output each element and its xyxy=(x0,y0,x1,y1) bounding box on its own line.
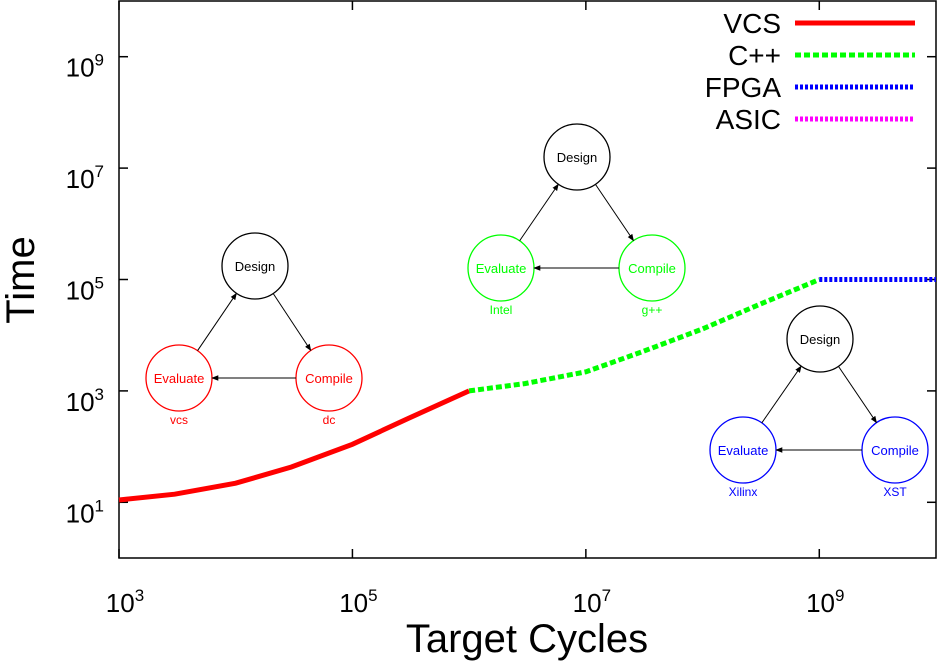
y-tick-label-base: 10 xyxy=(66,164,95,194)
y-tick-label-exponent: 3 xyxy=(95,385,104,404)
legend-label-vcs: VCS xyxy=(723,8,781,39)
evaluate-tool-label: Intel xyxy=(490,303,513,317)
y-tick-label: 103 xyxy=(66,385,104,417)
x-tick-label: 103 xyxy=(106,586,144,618)
y-tick-label: 101 xyxy=(66,496,104,528)
y-tick-label-exponent: 9 xyxy=(95,51,104,70)
arrow-evaluate-to-design xyxy=(197,292,237,351)
arrow-evaluate-to-design xyxy=(761,365,802,424)
evaluate-node-label: Evaluate xyxy=(718,443,769,458)
y-tick-label-base: 10 xyxy=(66,387,95,417)
compile-node-label: Compile xyxy=(305,371,353,386)
cycle-diagrams: Design Evaluate Compile vcs dc Design Evaluate… xyxy=(145,123,929,499)
y-tick-label-exponent: 7 xyxy=(95,162,104,181)
x-tick-label-base: 10 xyxy=(573,588,602,618)
x-tick-label-exponent: 5 xyxy=(368,586,377,605)
design-node xyxy=(221,232,289,300)
legend-label-fpga: FPGA xyxy=(705,72,782,103)
compile-tool-label: g++ xyxy=(642,303,663,317)
x-tick-label-exponent: 7 xyxy=(602,586,611,605)
x-tick-label: 107 xyxy=(573,586,611,618)
y-tick-label-exponent: 1 xyxy=(95,496,104,515)
y-tick-label-base: 10 xyxy=(66,498,95,528)
evaluate-node-label: Evaluate xyxy=(154,371,205,386)
legend-label-c-: C++ xyxy=(728,40,781,71)
y-tick-label-base: 10 xyxy=(66,276,95,306)
y-tick-label-base: 10 xyxy=(66,53,95,83)
arrow-design-to-compile xyxy=(272,293,312,352)
y-tick-label-exponent: 5 xyxy=(95,274,104,293)
cycle-diagram-fpga: Design Evaluate Compile Xilinx XST xyxy=(709,305,929,499)
compile-tool-label: XST xyxy=(883,485,907,499)
design-node-label: Design xyxy=(235,259,275,274)
design-node-label: Design xyxy=(800,332,840,347)
evaluate-node-label: Evaluate xyxy=(476,261,527,276)
y-tick-label: 109 xyxy=(66,51,104,83)
x-tick-label-exponent: 3 xyxy=(135,586,144,605)
evaluate-tool-label: Xilinx xyxy=(729,485,758,499)
cycle-diagram-vcs: Design Evaluate Compile vcs dc xyxy=(145,232,363,427)
x-tick-label-base: 10 xyxy=(339,588,368,618)
y-tick-label: 105 xyxy=(66,274,104,306)
arrow-evaluate-to-design xyxy=(519,183,559,242)
arrow-design-to-compile xyxy=(838,366,877,424)
compile-node-label: Compile xyxy=(628,261,676,276)
x-tick-label: 109 xyxy=(806,586,844,618)
y-axis-title: Time xyxy=(0,236,43,323)
x-tick-label-base: 10 xyxy=(806,588,835,618)
design-node-label: Design xyxy=(557,150,597,165)
x-tick-label: 105 xyxy=(339,586,377,618)
series-layer xyxy=(118,277,936,503)
series-line-vcs xyxy=(118,388,471,503)
x-tick-label-base: 10 xyxy=(106,588,135,618)
compile-node-label: Compile xyxy=(871,443,919,458)
design-node xyxy=(786,305,854,373)
evaluate-tool-label: vcs xyxy=(170,413,188,427)
compile-tool-label: dc xyxy=(323,413,336,427)
y-tick-label: 107 xyxy=(66,162,104,194)
x-axis-title: Target Cycles xyxy=(406,617,648,661)
legend-label-asic: ASIC xyxy=(716,104,781,135)
series-line-c- xyxy=(468,277,821,394)
x-tick-label-exponent: 9 xyxy=(835,586,844,605)
arrow-design-to-compile xyxy=(595,184,634,242)
design-node xyxy=(543,123,611,191)
cycle-diagram-cpp: Design Evaluate Compile Intel g++ xyxy=(467,123,686,317)
